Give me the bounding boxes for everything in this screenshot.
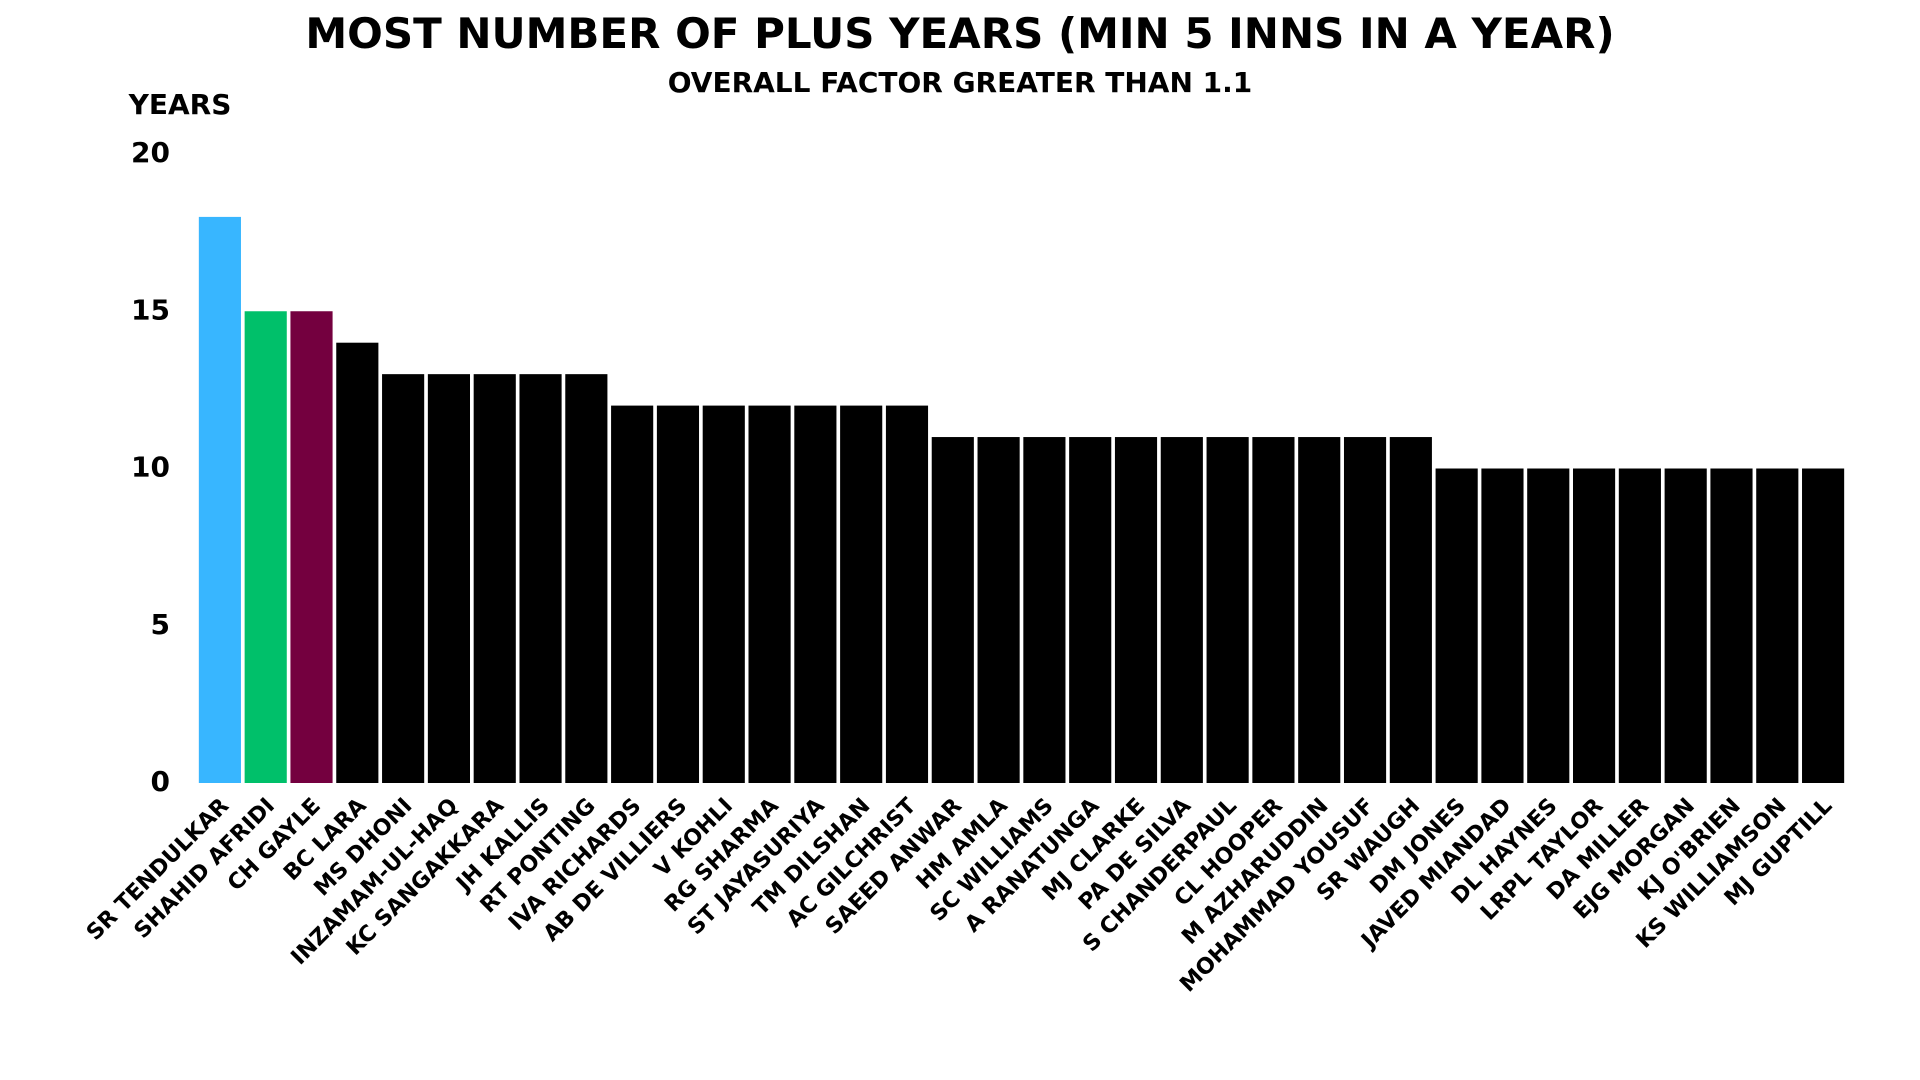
bar <box>382 374 425 783</box>
bar <box>702 405 745 783</box>
bar <box>1664 468 1707 783</box>
bar <box>1114 437 1158 783</box>
bar <box>840 405 883 783</box>
bar <box>1756 468 1799 783</box>
bar <box>1160 437 1203 783</box>
bar <box>1572 468 1616 783</box>
y-tick-label: 20 <box>131 136 170 169</box>
bar <box>611 405 654 783</box>
bar <box>794 405 837 783</box>
y-axis-label: YEARS <box>128 88 232 121</box>
bar <box>977 437 1020 783</box>
bar <box>1435 468 1478 783</box>
bar <box>244 311 287 783</box>
bar <box>1252 437 1295 783</box>
y-tick-label: 5 <box>151 608 170 641</box>
bar <box>1343 437 1387 783</box>
bar <box>1527 468 1570 783</box>
bar <box>519 374 562 783</box>
bar <box>427 374 471 783</box>
bar <box>1389 437 1432 783</box>
bar <box>1802 468 1845 783</box>
bar <box>1710 468 1753 783</box>
bar <box>1023 437 1066 783</box>
chart-title: MOST NUMBER OF PLUS YEARS (MIN 5 INNS IN… <box>305 9 1614 58</box>
bar <box>656 405 700 783</box>
bar <box>1206 437 1249 783</box>
bar <box>290 311 333 783</box>
bar <box>198 216 241 783</box>
bar <box>565 374 608 783</box>
bar <box>1481 468 1524 783</box>
bar <box>1618 468 1661 783</box>
y-tick-label: 10 <box>131 451 170 484</box>
y-tick-label: 15 <box>131 293 170 326</box>
y-tick-label: 0 <box>151 765 170 798</box>
bar <box>336 342 379 783</box>
bar <box>1069 437 1112 783</box>
bar <box>473 374 516 783</box>
bar <box>931 437 974 783</box>
bar <box>748 405 791 783</box>
bar <box>1298 437 1341 783</box>
bar <box>885 405 929 783</box>
chart-subtitle: OVERALL FACTOR GREATER THAN 1.1 <box>668 66 1253 99</box>
